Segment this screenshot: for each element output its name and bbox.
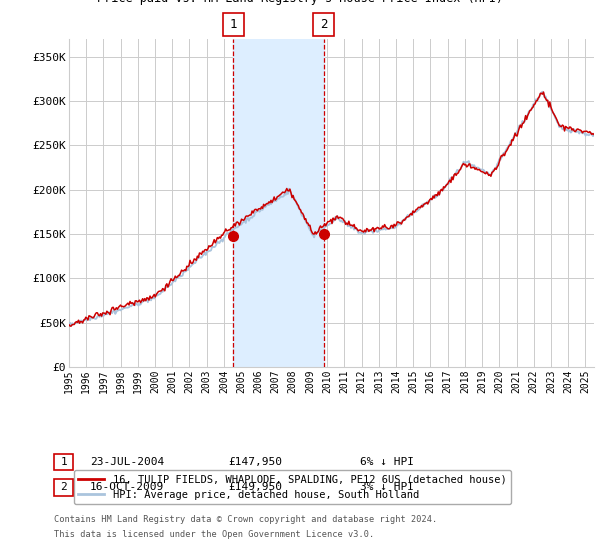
Text: 2: 2 xyxy=(320,18,328,31)
Text: Contains HM Land Registry data © Crown copyright and database right 2024.: Contains HM Land Registry data © Crown c… xyxy=(54,515,437,524)
Text: 6% ↓ HPI: 6% ↓ HPI xyxy=(360,457,414,467)
Text: 2: 2 xyxy=(60,482,67,492)
Text: 16-OCT-2009: 16-OCT-2009 xyxy=(90,482,164,492)
Bar xyxy=(233,39,323,367)
Text: 23-JUL-2004: 23-JUL-2004 xyxy=(90,457,164,467)
Text: £147,950: £147,950 xyxy=(228,457,282,467)
Text: 1: 1 xyxy=(60,457,67,467)
Text: 3% ↓ HPI: 3% ↓ HPI xyxy=(360,482,414,492)
Text: 1: 1 xyxy=(230,18,237,31)
Text: Price paid vs. HM Land Registry's House Price Index (HPI): Price paid vs. HM Land Registry's House … xyxy=(97,0,503,6)
Legend: 16, TULIP FIELDS, WHAPLODE, SPALDING, PE12 6US (detached house), HPI: Average pr: 16, TULIP FIELDS, WHAPLODE, SPALDING, PE… xyxy=(74,470,511,504)
Text: This data is licensed under the Open Government Licence v3.0.: This data is licensed under the Open Gov… xyxy=(54,530,374,539)
Text: £149,950: £149,950 xyxy=(228,482,282,492)
